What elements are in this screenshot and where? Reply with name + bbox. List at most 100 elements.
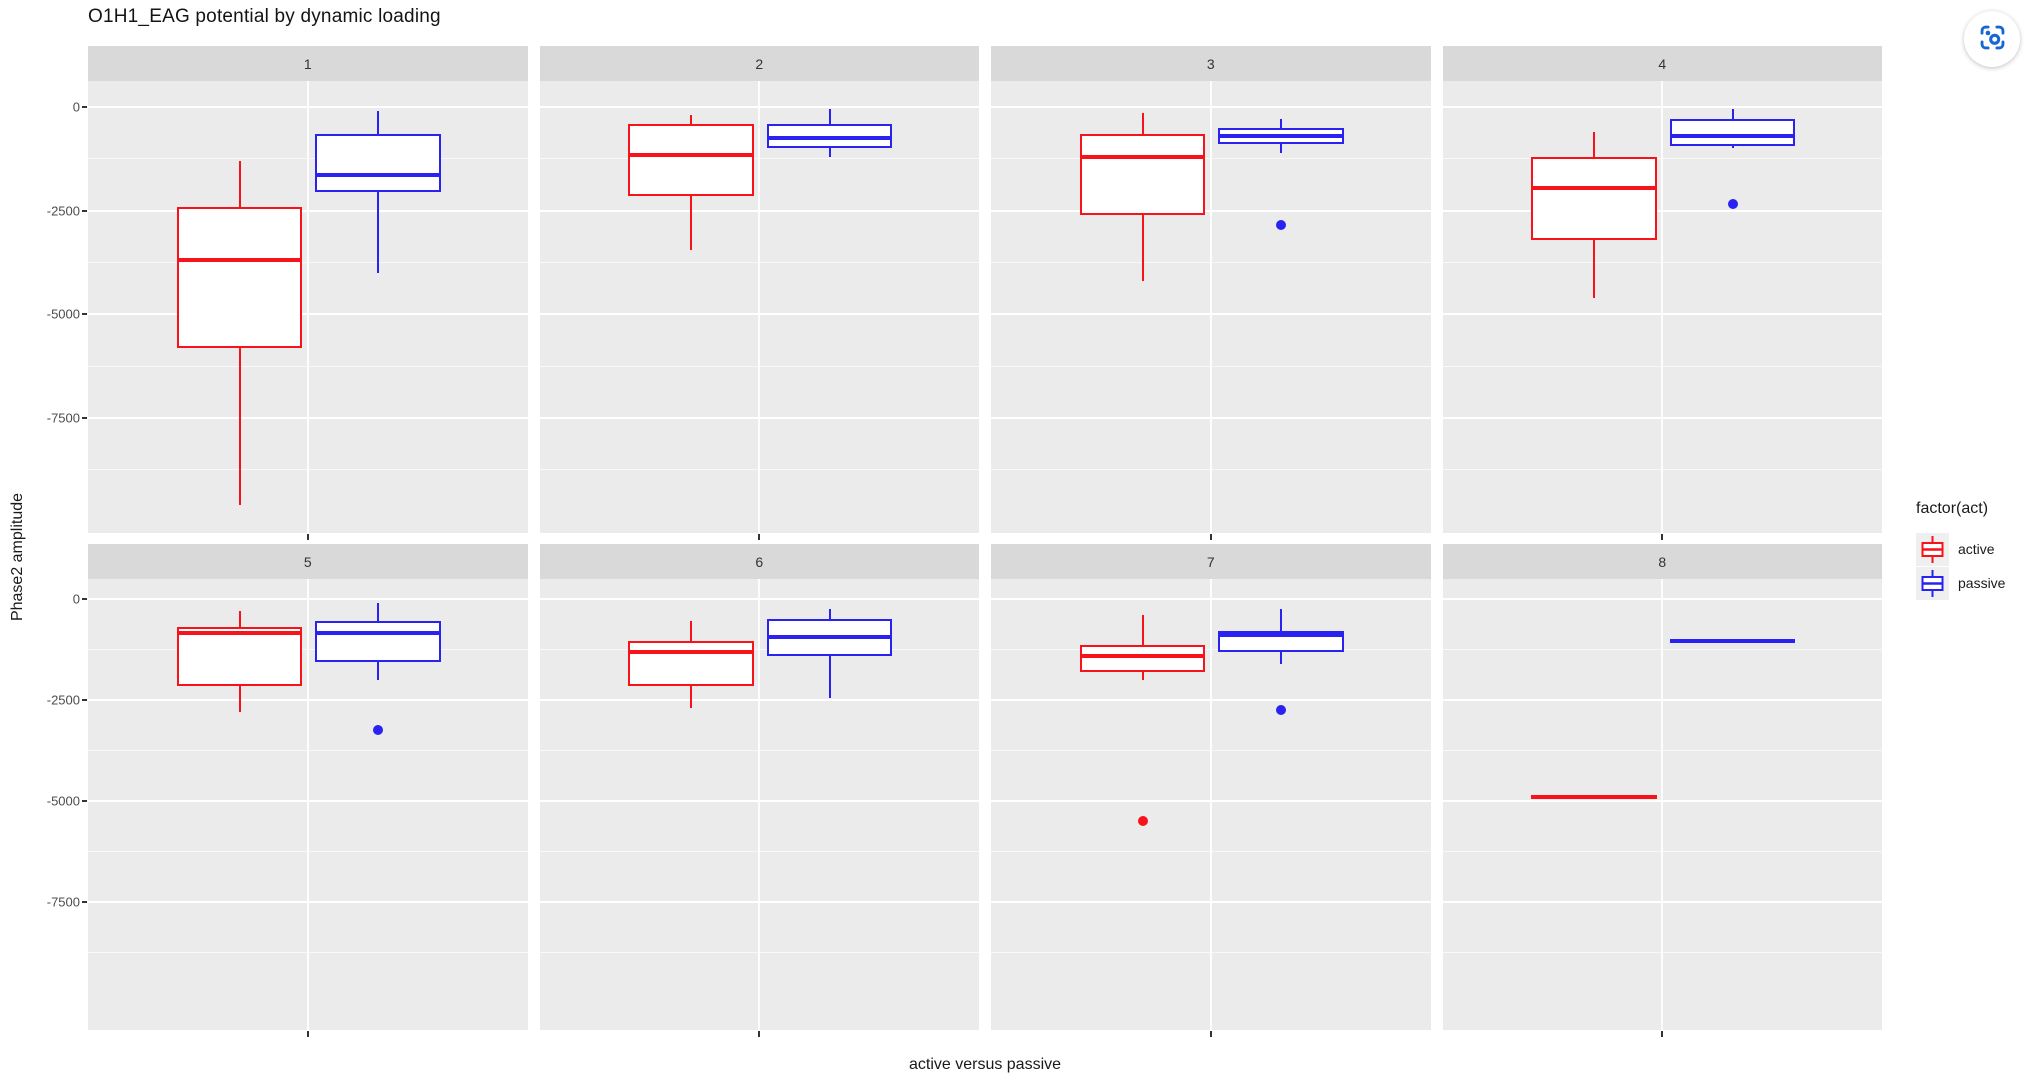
boxplot-median-active [628,152,754,157]
legend-title: factor(act) [1916,500,1989,517]
legend-key-passive [1916,566,1949,600]
x-axis-tick [306,534,309,540]
y-tick-label: -5000 [46,306,80,322]
boxplot-median-active [176,631,303,636]
x-axis-tick [1209,1031,1212,1037]
boxplot-median-active [1079,154,1206,159]
boxplot-outlier-passive [1276,705,1287,716]
chart-title: O1H1_EAG potential by dynamic loading [88,6,441,27]
facet-strip: 7 [991,544,1431,579]
x-major-gridline [758,579,761,1030]
legend-item-active: active [1908,532,2028,566]
facet-strip-label: 5 [303,553,312,570]
facet-panel [539,81,979,540]
facet-panel-row-1 [88,81,1882,540]
boxplot-box-active [1079,133,1206,215]
boxplot-box-passive [1669,119,1796,147]
facet-strip-row-1: 1 2 3 4 [88,46,1882,81]
boxplot-box-active [176,206,303,348]
boxplot-median-passive [766,635,893,640]
boxplot-median-passive [1669,134,1796,139]
x-major-gridline [1209,81,1212,533]
boxplot-whisker-passive [377,111,380,273]
facet-panel-row-2 [88,579,1882,1037]
y-tick-label: -7500 [46,894,80,910]
screen-capture-icon [1977,22,2008,56]
facet-strip: 5 [88,544,528,579]
boxplot-median-passive [1218,633,1344,638]
boxplot-box-passive [766,123,893,149]
y-tick-label: 0 [72,99,80,115]
legend-items: active passive [1908,532,2028,600]
facet-panel [991,81,1431,540]
boxplot-median-active [1531,185,1657,190]
boxplot-box-active [1531,156,1657,240]
facet-strip: 1 [88,46,528,81]
facet-strip-label: 4 [1658,55,1667,72]
y-tick-label: -2500 [46,692,80,708]
boxplot-median-active [176,258,303,263]
x-axis-tick [306,1031,309,1037]
y-axis-title: Phase2 amplitude [9,492,26,622]
boxplot-outlier-passive [1727,199,1738,210]
facet-strip-row-2: 5 6 7 8 [88,544,1882,579]
boxplot-outlier-passive [373,725,384,736]
legend-key-active [1916,532,1949,566]
facet-panel [88,81,528,540]
y-tick-mark [82,598,87,600]
legend: factor(act) active passive [1908,500,2028,600]
x-axis-tick [758,534,761,540]
facet-strip: 2 [539,46,979,81]
facet-panel [539,579,979,1037]
y-tick-label: -2500 [46,203,80,219]
boxplot-box-passive [315,133,441,192]
facet-strip-label: 7 [1206,553,1215,570]
y-tick-mark [82,699,87,701]
facet-panel [1442,81,1882,540]
facet-strip-label: 3 [1206,55,1215,72]
boxplot-median-passive [315,631,441,636]
boxplot-box-active [628,641,754,686]
x-major-gridline [306,81,309,533]
boxplot-median-passive [315,173,441,178]
screen-capture-button[interactable] [1964,11,2020,67]
boxplot-median-passive [766,136,893,141]
boxplot-median-active [628,649,754,654]
facet-strip-label: 8 [1658,553,1667,570]
x-major-gridline [1209,579,1212,1030]
y-tick-label: -5000 [46,793,80,809]
boxplot-median-active [1531,794,1657,799]
boxplot-box-passive [315,621,441,662]
y-tick-mark [82,417,87,419]
facet-strip: 4 [1442,46,1882,81]
boxplot-median-active [1079,653,1206,658]
x-axis-tick [1661,1031,1664,1037]
y-tick-mark [82,800,87,802]
boxplot-median-passive [1669,639,1796,644]
y-tick-mark [82,901,87,903]
x-major-gridline [306,579,309,1030]
x-axis-title: active versus passive [908,1056,1062,1073]
boxplot-median-passive [1218,134,1344,139]
y-tick-label: 0 [72,591,80,607]
facet-strip: 3 [991,46,1431,81]
facet-strip: 6 [539,544,979,579]
facet-panel [991,579,1431,1037]
boxplot-box-active [176,627,303,686]
x-major-gridline [758,81,761,533]
boxplot-outlier-passive [1276,220,1287,231]
x-axis-tick [758,1031,761,1037]
facet-strip: 8 [1442,544,1882,579]
x-major-gridline [1661,579,1664,1030]
x-major-gridline [1661,81,1664,533]
facet-strip-label: 6 [755,553,764,570]
legend-label: active [1958,541,1995,557]
boxplot-box-active [628,123,754,197]
boxplot-outlier-active [1137,816,1148,827]
facet-panel [1442,579,1882,1037]
facet-strip-label: 1 [303,55,312,72]
y-tick-mark [82,209,87,212]
boxplot-box-active [1079,645,1206,672]
facet-strip-label: 2 [755,55,764,72]
